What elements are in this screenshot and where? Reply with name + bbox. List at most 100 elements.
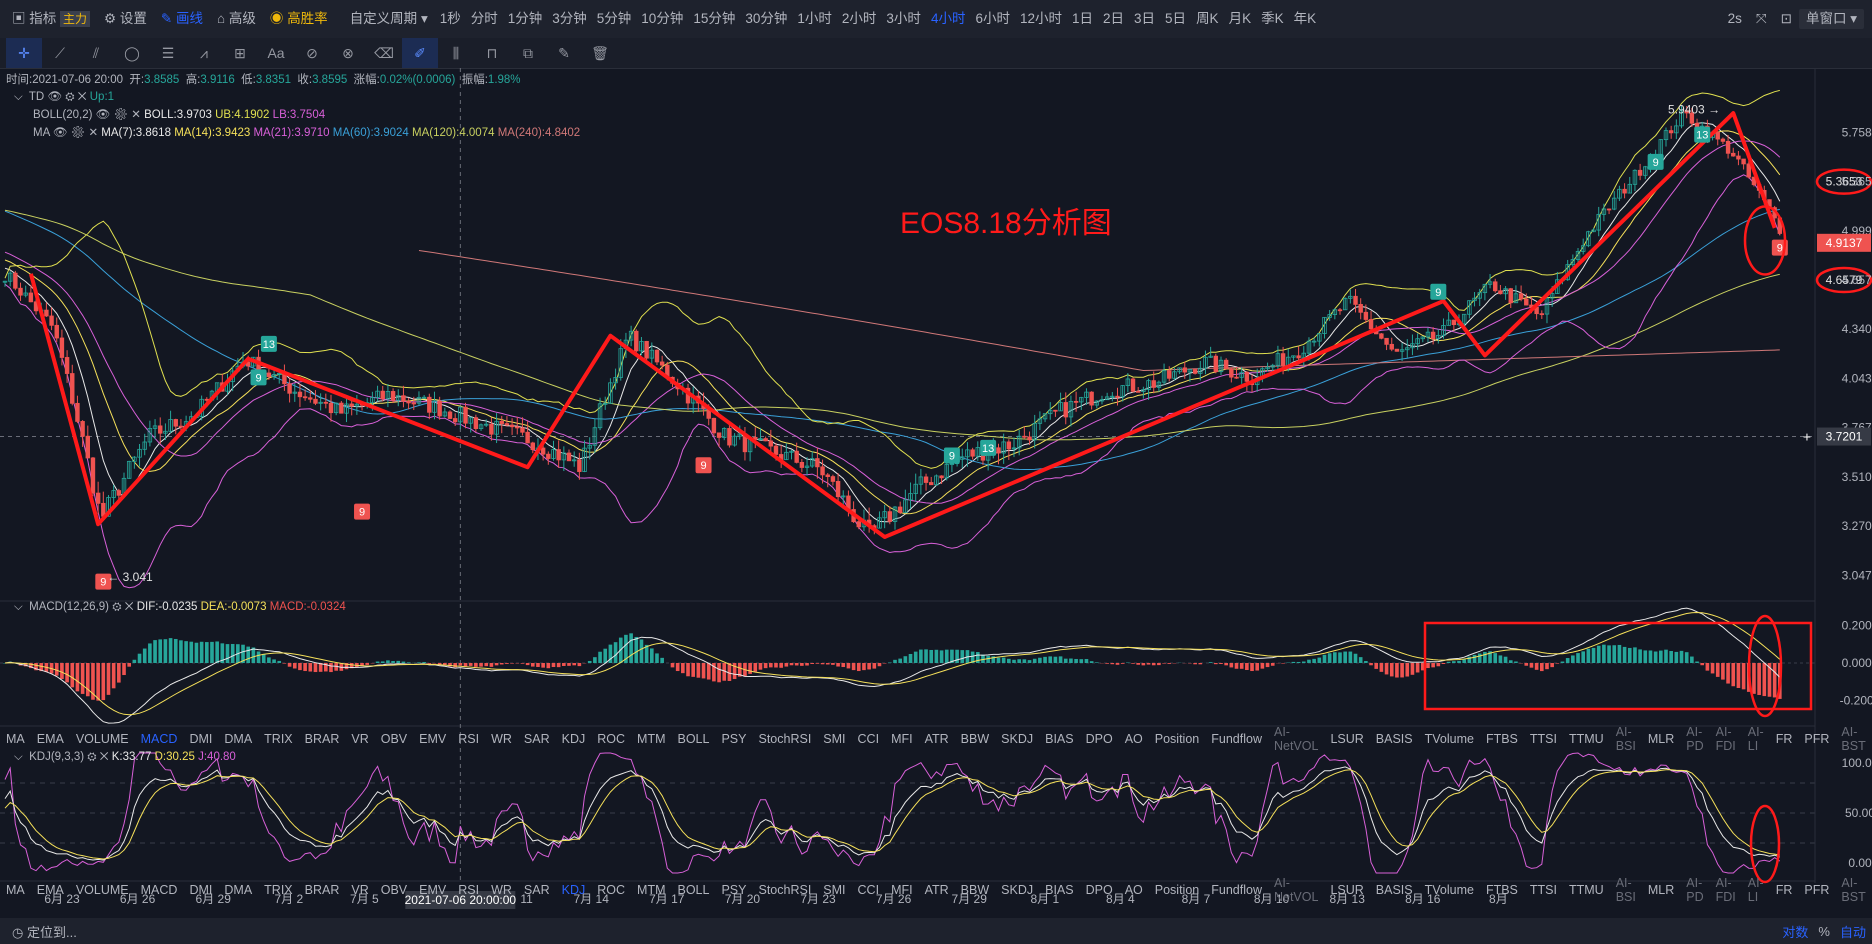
indicator-tab-upper-23[interactable]: ATR (924, 732, 949, 746)
indicator-tab-upper-19[interactable]: StochRSI (758, 732, 812, 746)
indicator-tab-lower-26[interactable]: BIAS (1045, 883, 1074, 897)
wave-pattern-icon[interactable]: ⩘ (200, 44, 208, 61)
indicator-tab-upper-2[interactable]: VOLUME (75, 732, 129, 746)
close-icon[interactable]: ✕ (88, 127, 99, 139)
indicator-tab-upper-25[interactable]: SKDJ (1001, 732, 1034, 746)
gear-icon[interactable]: ⚙ (70, 127, 86, 139)
period-11[interactable]: 4小时 (930, 11, 966, 26)
indicator-tab-lower-29[interactable]: Position (1154, 883, 1200, 897)
indicator-tab-lower-35[interactable]: FTBS (1485, 883, 1518, 897)
edit-icon[interactable]: ✎ (558, 44, 570, 61)
indicator-tab-lower-34[interactable]: TVolume (1424, 883, 1474, 897)
lock-icon[interactable]: ⊓ (486, 44, 498, 61)
indicator-tab-lower-13[interactable]: SAR (523, 883, 550, 897)
indicator-tab-lower-15[interactable]: ROC (597, 883, 626, 897)
indicator-tab-lower-30[interactable]: Fundflow (1211, 883, 1262, 897)
gear-icon[interactable]: ⚙ (113, 109, 129, 121)
indicator-tab-lower-5[interactable]: DMA (224, 883, 253, 897)
indicator-tab-lower-3[interactable]: MACD (140, 883, 178, 897)
gear-icon[interactable]: ⚙ (87, 751, 97, 763)
indicator-tab-upper-11[interactable]: RSI (458, 732, 480, 746)
indicator-tab-lower-24[interactable]: BBW (960, 883, 990, 897)
period-20[interactable]: 季K (1261, 11, 1284, 26)
indicator-tab-upper-7[interactable]: BRAR (304, 732, 340, 746)
indicator-tab-upper-3[interactable]: MACD (140, 732, 178, 746)
indicator-tab-lower-36[interactable]: TTSI (1529, 883, 1557, 897)
indicator-tab-upper-30[interactable]: Fundflow (1211, 732, 1262, 746)
indicator-tab-lower-21[interactable]: CCI (857, 883, 880, 897)
indicator-tab-upper-42[interactable]: AI-LI (1747, 725, 1764, 753)
eraser-icon[interactable]: ⌫ (374, 44, 394, 61)
period-0[interactable]: 1秒 (439, 11, 461, 26)
indicator-tab-lower-39[interactable]: MLR (1647, 883, 1675, 897)
indicator-tab-lower-4[interactable]: DMI (189, 883, 213, 897)
period-15[interactable]: 2日 (1103, 11, 1125, 26)
indicator-tab-lower-38[interactable]: AI-BSI (1615, 876, 1636, 904)
indicator-tab-lower-0[interactable]: MA (6, 883, 25, 897)
indicator-tab-lower-16[interactable]: MTM (637, 883, 666, 897)
indicator-tab-lower-31[interactable]: AI-NetVOL (1273, 876, 1319, 904)
indicator-tab-upper-41[interactable]: AI-FDI (1715, 725, 1736, 753)
period-7[interactable]: 30分钟 (745, 11, 788, 26)
period-17[interactable]: 5日 (1165, 11, 1187, 26)
indicator-tab-upper-1[interactable]: EMA (36, 732, 64, 746)
eye-icon[interactable]: 👁 (47, 91, 63, 103)
period-2[interactable]: 1分钟 (507, 11, 543, 26)
period-16[interactable]: 3日 (1134, 11, 1156, 26)
win-rate-button[interactable]: ◉ 高胜率 (263, 0, 335, 38)
collapse-icon[interactable]: ⌵ (14, 91, 23, 103)
indicator-tab-lower-6[interactable]: TRIX (264, 883, 293, 897)
draw-button[interactable]: ✎ 画线 (154, 0, 210, 38)
indicator-tab-lower-40[interactable]: AI-PD (1686, 876, 1704, 904)
chart-canvas[interactable]: EOS8.18分析图 9 9 13 9 9 9 13 9 9 13 9 5.9403 → ← 3.041 5… (0, 68, 1872, 918)
indicator-tab-lower-17[interactable]: BOLL (677, 883, 710, 897)
indicator-tab-lower-12[interactable]: WR (491, 883, 512, 897)
indicator-tab-upper-17[interactable]: BOLL (677, 732, 710, 746)
indicator-tab-upper-6[interactable]: TRIX (264, 732, 293, 746)
indicator-tab-upper-32[interactable]: LSUR (1330, 732, 1364, 746)
snapshot-icon[interactable]: ⊡ (1780, 11, 1792, 26)
fullscreen-icon[interactable]: ⤧ (1755, 11, 1767, 26)
eye-icon[interactable]: 👁 (95, 109, 111, 121)
indicator-tab-lower-42[interactable]: AI-LI (1747, 876, 1764, 904)
close-icon[interactable]: ✕ (99, 751, 109, 763)
indicator-tab-lower-14[interactable]: KDJ (561, 883, 586, 897)
period-8[interactable]: 1小时 (797, 11, 832, 26)
indicator-tab-upper-18[interactable]: PSY (721, 732, 747, 746)
period-1[interactable]: 分时 (470, 11, 498, 26)
collapse-icon[interactable]: ⌵ (14, 601, 23, 613)
lock-drawing-icon[interactable]: ✐ (402, 38, 438, 68)
eye-icon[interactable]: 👁 (52, 127, 68, 139)
indicator-tab-upper-26[interactable]: BIAS (1045, 732, 1074, 746)
indicator-tab-upper-27[interactable]: DPO (1085, 732, 1113, 746)
indicator-tab-upper-13[interactable]: SAR (523, 732, 550, 746)
locate-button[interactable]: ◷ 定位到... (12, 922, 77, 941)
indicator-tab-lower-9[interactable]: OBV (380, 883, 408, 897)
period-4[interactable]: 5分钟 (596, 11, 632, 26)
gear-icon[interactable]: ⚙ (65, 91, 75, 103)
period-9[interactable]: 2小时 (841, 11, 877, 26)
period-6[interactable]: 15分钟 (693, 11, 736, 26)
indicator-tab-upper-4[interactable]: DMI (189, 732, 213, 746)
indicator-tab-lower-2[interactable]: VOLUME (75, 883, 129, 897)
candle-style-icon[interactable]: ⫼ (452, 44, 460, 61)
percent-scale-toggle[interactable]: % (1818, 923, 1830, 939)
indicator-tab-upper-38[interactable]: AI-BSI (1615, 725, 1636, 753)
indicator-tab-upper-9[interactable]: OBV (380, 732, 408, 746)
crosshair-icon[interactable]: ✛ (6, 38, 42, 68)
indicator-tab-upper-43[interactable]: FR (1775, 732, 1793, 746)
indicator-tab-upper-10[interactable]: EMV (419, 732, 447, 746)
indicator-tab-upper-35[interactable]: FTBS (1485, 732, 1518, 746)
measure-icon[interactable]: ⊞ (234, 44, 246, 61)
indicator-tab-upper-45[interactable]: AI-BST (1841, 725, 1866, 753)
indicator-tab-lower-27[interactable]: DPO (1085, 883, 1113, 897)
collapse-icon[interactable]: ⌵ (14, 751, 23, 763)
period-5[interactable]: 10分钟 (641, 11, 684, 26)
window-mode-button[interactable]: 单窗口 ▾ (1798, 9, 1864, 29)
indicator-tab-upper-34[interactable]: TVolume (1424, 732, 1474, 746)
indicator-tab-lower-22[interactable]: MFI (891, 883, 913, 897)
auto-scale-toggle[interactable]: 自动 (1839, 924, 1866, 940)
indicator-tab-upper-28[interactable]: AO (1124, 732, 1143, 746)
close-icon[interactable]: ✕ (77, 91, 87, 103)
indicator-tab-lower-33[interactable]: BASIS (1375, 883, 1413, 897)
